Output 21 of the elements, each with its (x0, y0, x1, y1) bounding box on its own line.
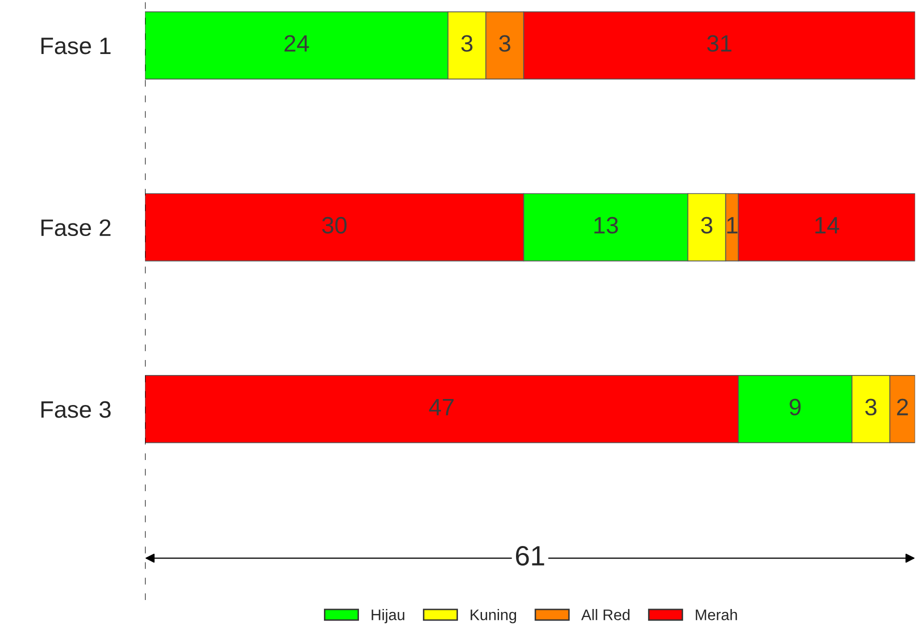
data-label: 3 (461, 35, 472, 52)
data-label: 30 (322, 216, 347, 234)
data-label: 3 (865, 398, 876, 416)
y-tick-label: Fase 3 (41, 401, 111, 418)
data-label: 47 (429, 398, 454, 416)
data-label: 9 (790, 398, 801, 416)
legend-label: Merah (696, 609, 737, 620)
y-tick-label: Fase 2 (41, 219, 110, 236)
data-label: 14 (815, 217, 840, 234)
y-tick-label: Fase 1 (41, 38, 111, 54)
legend-label: All Red (581, 609, 630, 620)
data-label: 2 (897, 398, 908, 416)
data-label: 31 (707, 35, 732, 52)
legend-label: Kuning (470, 609, 516, 624)
data-label: 3 (499, 35, 510, 52)
data-label: 24 (284, 35, 309, 52)
data-label: 3 (701, 216, 712, 234)
legend-label: Hijau (372, 609, 404, 624)
data-label: 13 (594, 216, 618, 234)
annotation: 61 (516, 546, 544, 566)
data-label: 1 (727, 217, 738, 234)
